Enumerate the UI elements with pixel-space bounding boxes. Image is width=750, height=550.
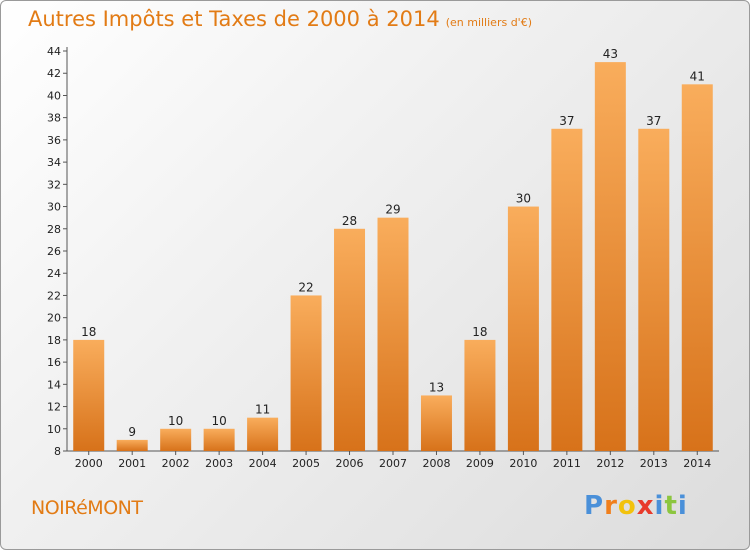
bar-2000 (73, 339, 105, 451)
bar-2013 (638, 128, 670, 451)
bar-2006 (334, 228, 366, 451)
x-tick-label-2005: 2005 (292, 457, 320, 470)
x-tick-label-2004: 2004 (249, 457, 277, 470)
value-label-2009: 18 (472, 325, 487, 339)
bar-2011 (551, 128, 583, 451)
x-tick-label-2001: 2001 (118, 457, 146, 470)
bar-2002 (160, 428, 192, 451)
value-label-2002: 10 (168, 414, 183, 428)
proxiti-logo[interactable]: Proxiti (584, 491, 688, 521)
value-label-2004: 11 (255, 403, 270, 417)
value-label-2014: 41 (690, 69, 705, 83)
y-tick-label: 24 (47, 267, 61, 280)
y-tick-label: 8 (54, 445, 61, 458)
chart-unit: (en milliers d'€) (445, 16, 532, 29)
bar-2008 (420, 395, 452, 451)
value-label-2012: 43 (603, 47, 618, 61)
x-tick-label-2010: 2010 (509, 457, 537, 470)
value-label-2011: 37 (559, 114, 574, 128)
bar-2004 (247, 417, 279, 451)
value-label-2003: 10 (211, 414, 226, 428)
chart-title: Autres Impôts et Taxes de 2000 à 2014 (en… (28, 7, 532, 31)
y-tick-label: 10 (47, 423, 61, 436)
value-label-2013: 37 (646, 114, 661, 128)
y-tick-label: 22 (47, 289, 61, 302)
value-label-2007: 29 (385, 203, 400, 217)
x-tick-label-2000: 2000 (75, 457, 103, 470)
chart-title-text: Autres Impôts et Taxes de 2000 à 2014 (28, 7, 440, 31)
logo-letter: r (604, 491, 618, 521)
y-tick-label: 44 (47, 45, 61, 58)
x-tick-label-2013: 2013 (640, 457, 668, 470)
y-tick-label: 32 (47, 178, 61, 191)
x-tick-label-2011: 2011 (553, 457, 581, 470)
bar-2010 (507, 206, 539, 451)
value-label-2006: 28 (342, 214, 357, 228)
value-label-2008: 13 (429, 380, 444, 394)
bar-2003 (203, 428, 235, 451)
bar-2014 (681, 84, 713, 451)
y-tick-label: 38 (47, 112, 61, 125)
logo-letter: i (654, 491, 665, 521)
logo-letter: i (677, 491, 688, 521)
value-label-2000: 18 (81, 325, 96, 339)
logo-letter: x (636, 491, 655, 521)
y-tick-label: 14 (47, 378, 61, 391)
y-tick-label: 12 (47, 401, 61, 414)
x-tick-label-2003: 2003 (205, 457, 233, 470)
x-tick-label-2007: 2007 (379, 457, 407, 470)
bar-2007 (377, 217, 409, 451)
logo-letter: t (664, 491, 678, 521)
town-name: NOIRéMONT (31, 497, 143, 519)
y-tick-label: 40 (47, 89, 61, 102)
x-tick-label-2012: 2012 (596, 457, 624, 470)
bar-2005 (290, 295, 322, 451)
y-tick-label: 20 (47, 312, 61, 325)
y-tick-label: 36 (47, 134, 61, 147)
x-tick-label-2002: 2002 (162, 457, 190, 470)
y-tick-label: 34 (47, 156, 61, 169)
x-tick-label-2014: 2014 (683, 457, 711, 470)
bar-2001 (116, 439, 148, 451)
y-tick-label: 42 (47, 67, 61, 80)
bar-2009 (464, 339, 496, 451)
x-tick-label-2006: 2006 (336, 457, 364, 470)
y-tick-label: 18 (47, 334, 61, 347)
value-label-2010: 30 (516, 192, 531, 206)
logo-letter: P (584, 491, 605, 521)
value-label-2005: 22 (298, 280, 313, 294)
logo-letter: o (617, 491, 637, 521)
x-tick-label-2008: 2008 (422, 457, 450, 470)
y-tick-label: 26 (47, 245, 61, 258)
x-tick-label-2009: 2009 (466, 457, 494, 470)
y-tick-label: 28 (47, 223, 61, 236)
bar-2012 (594, 62, 626, 451)
y-tick-label: 30 (47, 201, 61, 214)
value-label-2001: 9 (128, 425, 136, 439)
y-tick-label: 16 (47, 356, 61, 369)
